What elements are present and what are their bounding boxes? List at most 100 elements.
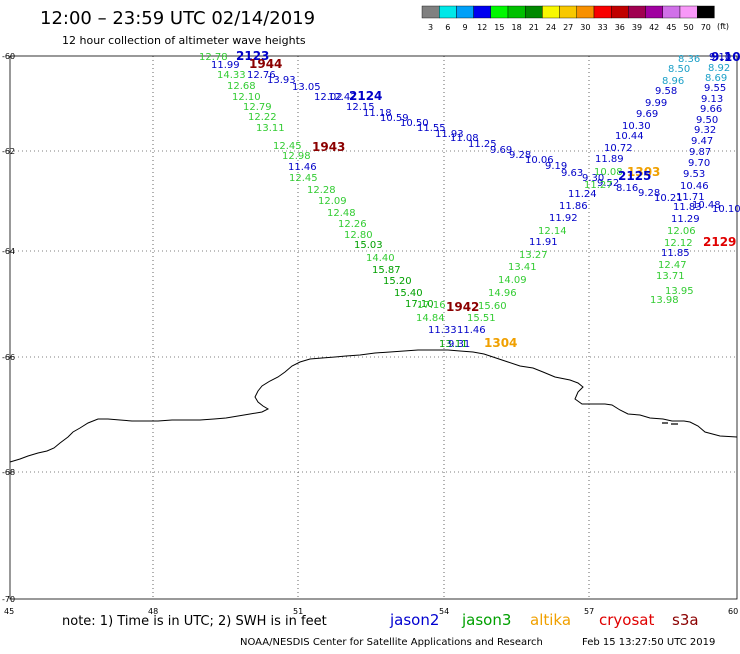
wave-height-value: 11.33 [428, 325, 457, 336]
wave-height-value: 11.99 [211, 60, 240, 71]
lat-tick-label: -62 [2, 147, 15, 156]
color-legend: 3 6 9 12 15 18 21 24 27 30 33 36 39 42 45 50 70 [421, 5, 715, 32]
wave-height-value: 12.02 [314, 92, 343, 103]
wave-height-value: 13.05 [292, 82, 321, 93]
wave-height-value: 12.14 [538, 226, 567, 237]
wave-height-value: 13.11 [256, 123, 285, 134]
legend-swatch [559, 5, 577, 19]
lon-tick-label: 54 [439, 607, 449, 616]
wave-height-value: 8.50 [668, 64, 690, 75]
wave-height-value: 12.28 [307, 185, 336, 196]
legend-swatch [679, 5, 698, 19]
wave-height-value: 12.45 [289, 173, 318, 184]
legend-swatch [576, 5, 595, 19]
wave-height-value: 9.63 [561, 168, 583, 179]
wave-height-value: 10.59 [380, 113, 409, 124]
lon-tick-label: 60 [728, 607, 738, 616]
wave-height-value: 14.40 [366, 253, 395, 264]
wave-height-value: 10.08 [594, 167, 623, 178]
wave-height-value: 13.11 [439, 339, 468, 350]
wave-height-value: 10.06 [525, 155, 554, 166]
wave-height-value: 11.46 [288, 162, 317, 173]
wave-height-value: 13.98 [650, 295, 679, 306]
legend-tick-label: 33 [598, 23, 608, 32]
wave-height-value: 11.83 [673, 202, 702, 213]
satellite-label-jason3: jason3 [461, 611, 511, 629]
legend-tick-label: 21 [529, 23, 539, 32]
wave-height-value: 10.50 [400, 118, 429, 129]
wave-height-value: 11.46 [457, 325, 486, 336]
wave-height-value: 11.85 [661, 248, 690, 259]
wave-height-value: 9.30 [582, 173, 604, 184]
pass-id-label: 2124 [349, 89, 382, 103]
legend-tick-label: 6 [445, 23, 450, 32]
wave-height-value: 15.40 [394, 288, 423, 299]
legend-tick-label: 27 [563, 23, 573, 32]
wave-height-value: 11.25 [468, 139, 497, 150]
legend-swatch [628, 5, 646, 19]
footer-note: note: 1) Time is in UTC; 2) SWH is in fe… [62, 614, 327, 629]
wave-height-value: 9.32 [694, 125, 716, 136]
legend-swatch [611, 5, 629, 19]
wave-height-value: 10.10 [712, 204, 740, 215]
wave-height-value: 15.20 [383, 276, 412, 287]
pass-id-label: 9.10 [711, 50, 740, 64]
wave-height-value: 10.44 [615, 131, 644, 142]
legend-swatch [421, 5, 440, 19]
wave-height-value: 11.89 [595, 154, 624, 165]
map-subtitle: 12 hour collection of altimeter wave hei… [62, 34, 306, 47]
wave-height-value: 12.15 [346, 102, 375, 113]
pass-id-label: 1303 [627, 165, 660, 179]
wave-height-value: 11.71 [676, 192, 705, 203]
wave-height-value: 17.10 [405, 299, 434, 310]
wave-height-value: 13.93 [267, 75, 296, 86]
legend-unit: (ft) [717, 22, 729, 31]
wave-height-value: 11.93 [435, 129, 464, 140]
wave-height-value: 12.09 [318, 196, 347, 207]
legend-tick-label: 36 [615, 23, 625, 32]
wave-height-value: 9.47 [691, 136, 713, 147]
wave-height-value: 11.29 [671, 214, 700, 225]
wave-height-value: 12.06 [667, 226, 696, 237]
legend-tick-label: 3 [428, 23, 433, 32]
wave-height-value: 8.36 [678, 54, 700, 65]
wave-height-value: 10.30 [622, 121, 651, 132]
wave-height-value: 13.71 [656, 271, 685, 282]
wave-height-value: 15.87 [372, 265, 401, 276]
legend-swatch [542, 5, 560, 19]
lat-tick-label: -66 [2, 353, 15, 362]
wave-height-value: 11.08 [450, 133, 479, 144]
wave-height-value: 12.76 [247, 70, 276, 81]
legend-swatch [697, 5, 715, 19]
wave-height-value: 15.60 [478, 301, 507, 312]
legend-tick-label: 30 [580, 23, 590, 32]
pass-id-label: 1943 [312, 140, 345, 154]
wave-height-value: 9.19 [545, 161, 567, 172]
satellite-label-s3a: s3a [672, 611, 699, 629]
lon-tick-label: 45 [4, 607, 14, 616]
wave-height-value: 12.80 [344, 230, 373, 241]
legend-tick-label: 42 [649, 23, 659, 32]
wave-height-value: 10.46 [680, 181, 709, 192]
pass-id-label: 2129 [703, 235, 736, 249]
lat-tick-label: -60 [2, 52, 15, 61]
wave-height-value: 15.03 [354, 240, 383, 251]
legend-swatch [593, 5, 612, 19]
legend-swatch [645, 5, 663, 19]
wave-height-value: 11.55 [417, 123, 446, 134]
wave-height-value: 12.79 [243, 102, 272, 113]
legend-tick-label: 24 [546, 23, 556, 32]
map-frame [9, 55, 738, 600]
wave-height-value: 11.18 [363, 108, 392, 119]
wave-height-value: 12.48 [327, 208, 356, 219]
legend-tick-label: 70 [701, 23, 711, 32]
wave-height-value: 14.84 [416, 313, 445, 324]
lat-tick-label: -70 [2, 595, 15, 604]
wave-height-value: 12.42 [328, 92, 357, 103]
wave-height-value: 11.24 [568, 189, 597, 200]
wave-height-value: 10.21 [654, 193, 683, 204]
wave-height-value: 12.22 [248, 112, 277, 123]
wave-height-value: 12.78 [199, 52, 228, 63]
